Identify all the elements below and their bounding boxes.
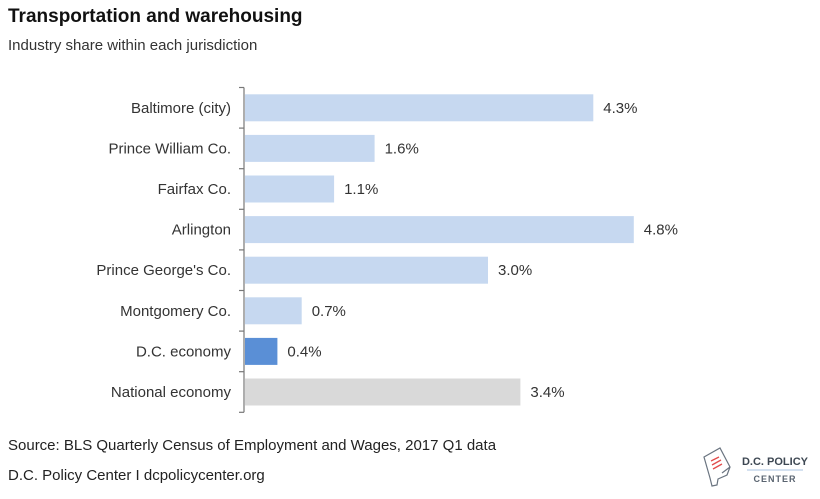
category-label: Montgomery Co. — [120, 303, 231, 320]
bar — [245, 134, 375, 162]
chart-subtitle: Industry share within each jurisdiction — [8, 37, 258, 54]
data-label: 3.4% — [530, 384, 564, 401]
svg-text:D.C. POLICY: D.C. POLICY — [742, 456, 809, 468]
data-label: 0.4% — [287, 343, 321, 360]
bar-chart: Baltimore (city) 4.3% Prince William Co. 1.… — [96, 86, 678, 413]
category-label: Baltimore (city) — [131, 100, 231, 117]
svg-text:CENTER: CENTER — [753, 474, 796, 484]
data-label: 0.7% — [312, 303, 346, 320]
dc-policy-center-logo: D.C. POLICY CENTER — [703, 447, 809, 487]
category-label: National economy — [111, 384, 232, 401]
bar — [245, 337, 278, 365]
bar — [245, 378, 521, 406]
bar — [245, 175, 335, 203]
category-label: Arlington — [172, 222, 231, 239]
source-note: Source: BLS Quarterly Census of Employme… — [8, 437, 497, 454]
credit-line: D.C. Policy Center I dcpolicycenter.org — [8, 467, 265, 484]
data-label: 3.0% — [498, 262, 532, 279]
bar — [245, 297, 302, 325]
bar — [245, 216, 634, 244]
data-label: 4.3% — [603, 100, 637, 117]
data-label: 4.8% — [644, 222, 678, 239]
category-label: Fairfax Co. — [158, 181, 231, 198]
bar — [245, 94, 594, 122]
document-icon — [703, 447, 731, 487]
bar — [245, 256, 488, 284]
category-label: Prince William Co. — [108, 140, 231, 157]
chart-title: Transportation and warehousing — [8, 6, 303, 27]
category-label: Prince George's Co. — [96, 262, 231, 279]
data-label: 1.1% — [344, 181, 378, 198]
data-label: 1.6% — [385, 140, 419, 157]
category-label: D.C. economy — [136, 343, 232, 360]
